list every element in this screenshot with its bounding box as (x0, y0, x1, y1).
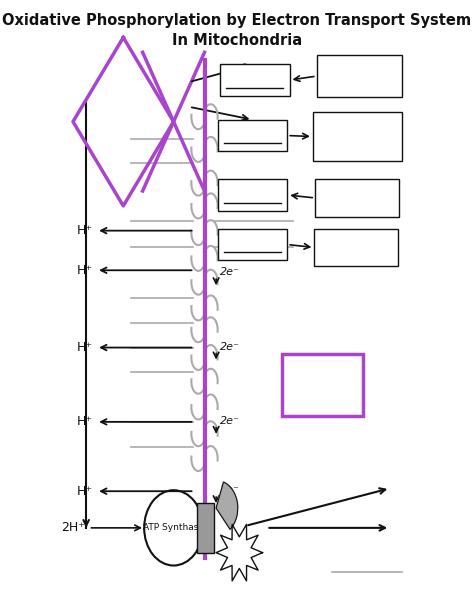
Bar (317, 55, 402, 97)
Text: From Glycolysis
and Krebs Cycle: From Glycolysis and Krebs Cycle (320, 65, 399, 87)
Text: H⁺: H⁺ (76, 264, 92, 277)
Text: H⁺: H⁺ (76, 224, 92, 237)
Text: 2H⁺: 2H⁺ (61, 521, 84, 535)
Text: In Mitochondria: In Mitochondria (172, 33, 302, 48)
Wedge shape (216, 482, 238, 529)
Bar (197, 503, 214, 553)
Polygon shape (216, 524, 263, 581)
Text: ATP Synthase: ATP Synthase (143, 523, 204, 532)
Text: Oxidative Phosphorylation by Electron Transport System: Oxidative Phosphorylation by Electron Tr… (2, 13, 472, 28)
Bar (218, 119, 287, 151)
Text: To Glycolysis
and Krebs
Cycle: To Glycolysis and Krebs Cycle (326, 120, 388, 153)
Text: To Krebs
Cycle: To Krebs Cycle (336, 236, 376, 258)
Bar (282, 355, 363, 416)
Text: H⁺: H⁺ (76, 415, 92, 428)
Bar (220, 64, 290, 96)
Bar (314, 229, 398, 266)
Bar (315, 179, 399, 217)
Text: 2e⁻: 2e⁻ (220, 267, 240, 277)
Text: 2e⁻: 2e⁻ (220, 416, 240, 426)
Text: From Krebs
Cycle: From Krebs Cycle (329, 187, 384, 209)
Text: 2e⁻: 2e⁻ (220, 341, 240, 352)
Bar (218, 229, 287, 260)
Text: 2e⁻: 2e⁻ (220, 485, 240, 495)
Bar (218, 179, 287, 211)
Text: H⁺: H⁺ (76, 485, 92, 498)
Text: H⁺: H⁺ (76, 341, 92, 354)
Bar (313, 112, 402, 161)
